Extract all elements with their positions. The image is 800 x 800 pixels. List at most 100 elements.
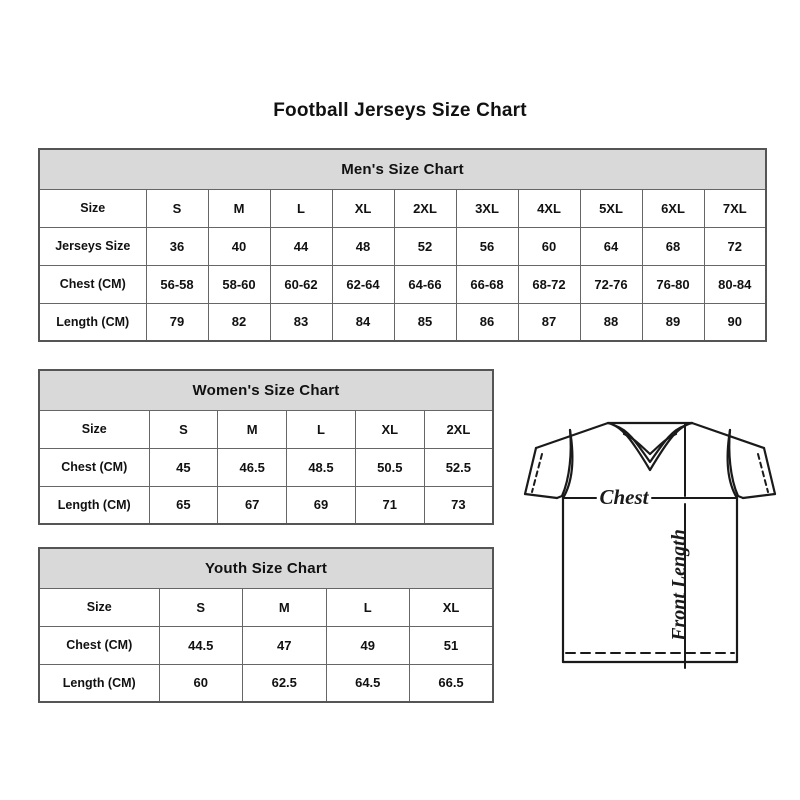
cell-size-l: L — [286, 409, 356, 449]
youth-section-heading: Youth Size Chart — [38, 547, 494, 589]
youth-size-chart-table: Youth Size Chart Size S M L XL Chest (CM… — [38, 547, 495, 703]
cell-length-s: 79 — [145, 302, 209, 342]
cell-length-7xl: 90 — [703, 302, 767, 342]
cell-size-2xl: 2XL — [423, 409, 494, 449]
cell-jerseys-size-l: 44 — [269, 226, 333, 266]
cell-size-l: L — [269, 188, 333, 228]
mens-section-heading: Men's Size Chart — [38, 148, 767, 190]
cell-length-l: 83 — [269, 302, 333, 342]
cell-size-2xl: 2XL — [393, 188, 457, 228]
cell-length-6xl: 89 — [641, 302, 705, 342]
cell-size-6xl: 6XL — [641, 188, 705, 228]
jersey-measurement-diagram: Chest Front Length — [500, 400, 800, 700]
cell-chest-s: 44.5 — [158, 625, 243, 665]
row-label-length: Length (CM) — [38, 485, 150, 525]
cell-size-s: S — [148, 409, 219, 449]
cell-jerseys-size-5xl: 64 — [579, 226, 643, 266]
cell-size-m: M — [207, 188, 271, 228]
table-row: Chest (CM) 44.5 47 49 51 — [38, 625, 494, 665]
row-label-length: Length (CM) — [38, 663, 160, 703]
row-label-length: Length (CM) — [38, 302, 147, 342]
cell-length-xl: 84 — [331, 302, 395, 342]
table-row: Length (CM) 65 67 69 71 73 — [38, 485, 494, 525]
cell-chest-3xl: 66-68 — [455, 264, 519, 304]
right-cuff-bottom — [741, 492, 777, 500]
row-label-size: Size — [38, 409, 150, 449]
table-row: Jerseys Size 36 40 44 48 52 56 60 64 68 … — [38, 226, 767, 266]
cell-length-2xl: 73 — [423, 485, 494, 525]
left-cuff-outer — [523, 446, 538, 496]
cell-length-xl: 71 — [354, 485, 425, 525]
cell-size-3xl: 3XL — [455, 188, 519, 228]
cell-jerseys-size-3xl: 56 — [455, 226, 519, 266]
cell-chest-s: 56-58 — [145, 264, 209, 304]
page-title: Football Jerseys Size Chart — [273, 100, 527, 121]
cell-chest-m: 47 — [242, 625, 327, 665]
cell-chest-5xl: 72-76 — [579, 264, 643, 304]
cell-jerseys-size-6xl: 68 — [641, 226, 705, 266]
cell-size-5xl: 5XL — [579, 188, 643, 228]
table-row: Size S M L XL 2XL 3XL 4XL 5XL 6XL 7XL — [38, 188, 767, 228]
cell-chest-7xl: 80-84 — [703, 264, 767, 304]
cell-chest-6xl: 76-80 — [641, 264, 705, 304]
table-row: Chest (CM) 45 46.5 48.5 50.5 52.5 — [38, 447, 494, 487]
table-row: Length (CM) 79 82 83 84 85 86 87 88 89 9… — [38, 302, 767, 342]
table-section-header-row: Youth Size Chart — [38, 547, 494, 589]
cell-length-s: 60 — [158, 663, 243, 703]
cell-chest-s: 45 — [148, 447, 219, 487]
right-armhole-seam — [726, 428, 739, 500]
cell-jerseys-size-4xl: 60 — [517, 226, 581, 266]
row-label-size: Size — [38, 188, 147, 228]
cell-chest-2xl: 64-66 — [393, 264, 457, 304]
row-label-chest: Chest (CM) — [38, 264, 147, 304]
row-label-chest: Chest (CM) — [38, 447, 150, 487]
cell-jerseys-size-2xl: 52 — [393, 226, 457, 266]
cell-chest-m: 46.5 — [217, 447, 288, 487]
right-shoulder-line — [690, 421, 766, 450]
table-row: Size S M L XL — [38, 587, 494, 627]
womens-section-heading: Women's Size Chart — [38, 369, 494, 411]
left-cuff-stitch-dashed — [531, 453, 543, 493]
cell-length-m: 82 — [207, 302, 271, 342]
chest-label: Chest — [599, 485, 649, 509]
cell-jerseys-size-xl: 48 — [331, 226, 395, 266]
cell-size-s: S — [145, 188, 209, 228]
cell-length-xl: 66.5 — [409, 663, 494, 703]
cell-chest-m: 58-60 — [207, 264, 271, 304]
cell-length-m: 67 — [217, 485, 288, 525]
table-section-header-row: Men's Size Chart — [38, 148, 767, 190]
left-shoulder-line — [534, 421, 610, 450]
cell-chest-4xl: 68-72 — [517, 264, 581, 304]
cell-length-5xl: 88 — [579, 302, 643, 342]
table-row: Size S M L XL 2XL — [38, 409, 494, 449]
cell-chest-l: 60-62 — [269, 264, 333, 304]
cell-length-l: 64.5 — [325, 663, 410, 703]
right-cuff-outer — [762, 446, 777, 496]
cell-length-4xl: 87 — [517, 302, 581, 342]
cell-size-xl: XL — [331, 188, 395, 228]
cell-jerseys-size-s: 36 — [145, 226, 209, 266]
cell-size-m: M — [217, 409, 288, 449]
cell-chest-l: 48.5 — [286, 447, 356, 487]
cell-chest-xl: 62-64 — [331, 264, 395, 304]
right-cuff-stitch-dashed — [757, 453, 769, 493]
front-length-label: Front Length — [668, 529, 690, 642]
cell-length-l: 69 — [286, 485, 356, 525]
cell-size-xl: XL — [354, 409, 425, 449]
cell-length-3xl: 86 — [455, 302, 519, 342]
cell-chest-xl: 50.5 — [354, 447, 425, 487]
left-cuff-bottom — [523, 492, 559, 500]
table-row: Chest (CM) 56-58 58-60 60-62 62-64 64-66… — [38, 264, 767, 304]
table-section-header-row: Women's Size Chart — [38, 369, 494, 411]
row-label-size: Size — [38, 587, 160, 627]
mens-size-chart-table: Men's Size Chart Size S M L XL 2XL 3XL 4… — [38, 148, 768, 342]
cell-size-4xl: 4XL — [517, 188, 581, 228]
cell-jerseys-size-7xl: 72 — [703, 226, 767, 266]
collar-inner-line — [614, 424, 686, 464]
cell-chest-2xl: 52.5 — [423, 447, 494, 487]
cell-size-l: L — [325, 587, 410, 627]
cell-size-xl: XL — [409, 587, 494, 627]
cell-jerseys-size-m: 40 — [207, 226, 271, 266]
cell-size-m: M — [242, 587, 327, 627]
cell-length-2xl: 85 — [393, 302, 457, 342]
